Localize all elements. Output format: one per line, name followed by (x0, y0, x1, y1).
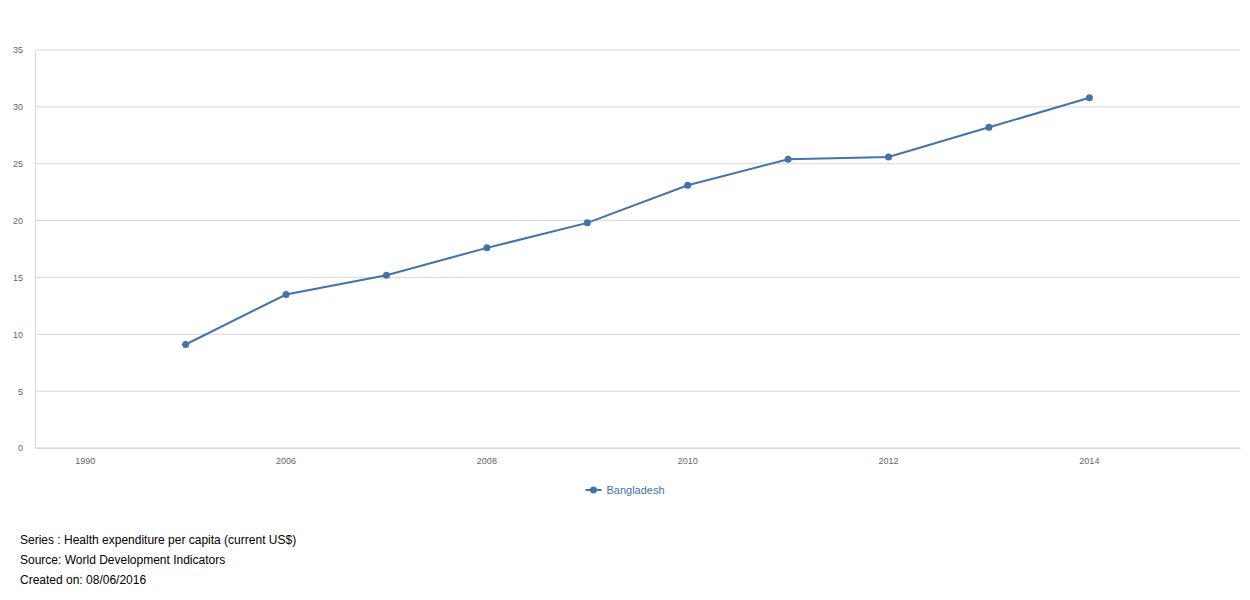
point (985, 124, 992, 131)
legend-item: Bangladesh (585, 484, 664, 496)
legend: Bangladesh (585, 484, 664, 496)
x-tick-label: 2006 (276, 456, 296, 466)
annotation: Created on: 08/06/2016 (20, 573, 146, 587)
x-tick: 1990 (75, 456, 95, 466)
y-axis-line (35, 51, 36, 449)
y-tick-label: 5 (18, 387, 23, 397)
series-line (186, 98, 1090, 345)
x-tick-label: 2008 (477, 456, 497, 466)
grid-line (35, 448, 1240, 449)
grid-line (35, 277, 1240, 278)
x-tick: 2006 (276, 456, 296, 466)
y-tick: 10 (13, 330, 35, 340)
annotation: Source: World Development Indicators (20, 553, 225, 567)
point (885, 153, 892, 160)
x-tick: 2010 (678, 456, 698, 466)
x-tick: 2012 (879, 456, 899, 466)
y-axis: 0 5 10 15 20 25 30 35 (13, 45, 36, 453)
annotation: Series : Health expenditure per capita (… (20, 533, 296, 547)
x-tick-label: 2012 (879, 456, 899, 466)
x-tick: 2014 (1079, 456, 1099, 466)
y-tick-label: 15 (13, 273, 23, 283)
y-tick: 5 (18, 387, 35, 397)
legend-label: Bangladesh (606, 484, 664, 496)
y-tick: 20 (13, 216, 35, 226)
y-tick-label: 0 (18, 443, 23, 453)
y-tick-label: 35 (13, 45, 23, 55)
grid-line (35, 334, 1240, 335)
plot-area (182, 94, 1093, 348)
chart: 0 5 10 15 20 25 30 35 1990 2006 2008 2010 2012 2014 Ba… (0, 0, 1250, 600)
grid-line (35, 50, 1240, 51)
y-tick: 15 (13, 273, 35, 283)
y-tick-label: 25 (13, 159, 23, 169)
point (483, 244, 490, 251)
grid (35, 50, 1240, 448)
x-axis: 1990 2006 2008 2010 2012 2014 (36, 449, 1241, 467)
x-axis-line (36, 448, 1241, 449)
legend-marker (590, 487, 597, 494)
y-tick: 35 (13, 45, 35, 55)
x-tick-label: 1990 (75, 456, 95, 466)
grid-line (35, 163, 1240, 164)
x-tick-label: 2014 (1079, 456, 1099, 466)
point (283, 291, 290, 298)
point (182, 341, 189, 348)
x-tick: 2008 (477, 456, 497, 466)
grid-line (35, 220, 1240, 221)
point (785, 156, 792, 163)
point (584, 219, 591, 226)
y-tick: 25 (13, 159, 35, 169)
point (1086, 94, 1093, 101)
point (383, 272, 390, 279)
y-tick-label: 20 (13, 216, 23, 226)
y-tick: 30 (13, 102, 35, 112)
grid-line (35, 391, 1240, 392)
y-tick-label: 10 (13, 330, 23, 340)
x-tick-label: 2010 (678, 456, 698, 466)
y-tick: 0 (18, 443, 35, 453)
point (684, 182, 691, 189)
y-tick-label: 30 (13, 102, 23, 112)
